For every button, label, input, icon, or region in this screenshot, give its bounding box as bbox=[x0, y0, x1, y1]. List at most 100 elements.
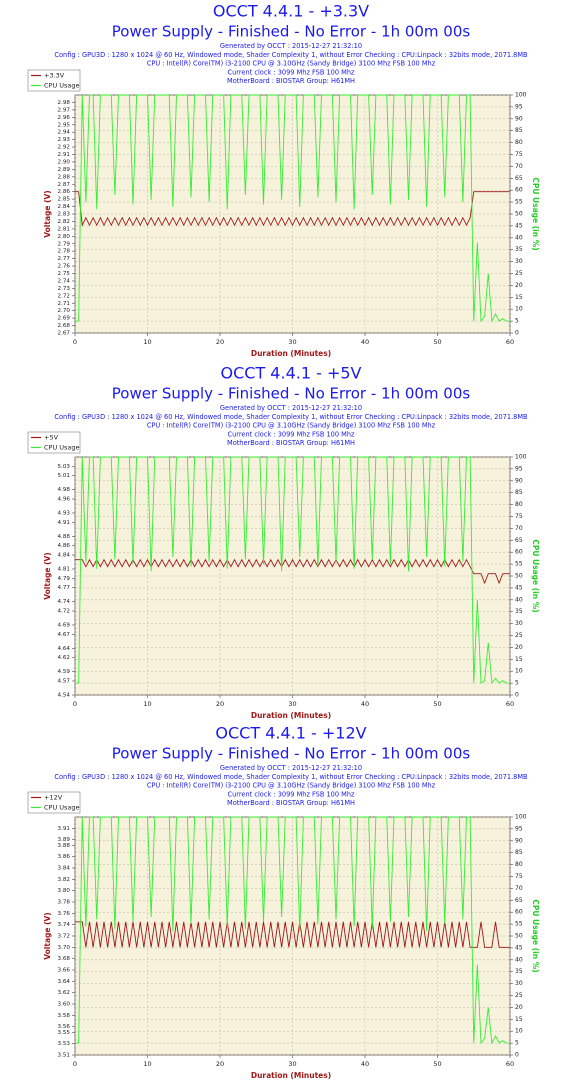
y2-tick-label: 80 bbox=[515, 139, 523, 146]
series-line bbox=[75, 94, 510, 323]
chart: OCCT 4.4.1 - +3.3V Power Supply - Finishe… bbox=[27, 2, 540, 358]
y-tick-label: 2.84 bbox=[58, 204, 71, 210]
y-tick-label: 4.88 bbox=[58, 534, 71, 540]
y-tick-label: 2.80 bbox=[58, 234, 71, 240]
y2-tick-label: 35 bbox=[515, 246, 523, 253]
y2-tick-label: 55 bbox=[515, 921, 523, 928]
y2-tick-label: 50 bbox=[515, 211, 523, 218]
y2-tick-label: 65 bbox=[515, 537, 523, 544]
y2-tick-label: 100 bbox=[515, 814, 527, 821]
y2-tick-label: 70 bbox=[515, 885, 523, 892]
y2-tick-label: 75 bbox=[515, 151, 523, 158]
x-tick-label: 10 bbox=[143, 1060, 151, 1068]
y-tick-label: 4.59 bbox=[58, 669, 71, 675]
y-axis-label: Voltage (V) bbox=[43, 190, 52, 238]
y-tick-label: 3.84 bbox=[58, 866, 71, 872]
y2-tick-label: 75 bbox=[515, 873, 523, 880]
y2-tick-label: 65 bbox=[515, 175, 523, 182]
y-tick-label: 2.76 bbox=[58, 264, 71, 270]
y-tick-label: 4.74 bbox=[58, 599, 71, 605]
y2-tick-label: 95 bbox=[515, 103, 523, 110]
x-tick-label: 0 bbox=[73, 1060, 77, 1068]
y2-tick-label: 15 bbox=[515, 656, 523, 663]
y-tick-label: 4.77 bbox=[58, 585, 71, 591]
y2-tick-label: 40 bbox=[515, 596, 523, 603]
y-tick-label: 3.56 bbox=[58, 1024, 71, 1030]
x-tick-label: 20 bbox=[216, 700, 224, 708]
y-tick-label: 3.51 bbox=[58, 1053, 71, 1059]
x-tick-label: 0 bbox=[73, 338, 77, 346]
y-tick-label: 2.73 bbox=[58, 286, 71, 292]
x-tick-label: 50 bbox=[433, 338, 441, 346]
y-tick-label: 3.78 bbox=[58, 900, 71, 906]
chart-subtitle: Power Supply - Finished - No Error - 1h … bbox=[112, 23, 471, 41]
y-tick-label: 2.78 bbox=[58, 249, 71, 255]
x-axis-label: Duration (Minutes) bbox=[251, 711, 331, 720]
chart-title: OCCT 4.4.1 - +12V bbox=[215, 724, 366, 743]
y-tick-label: 2.75 bbox=[58, 271, 71, 277]
y2-tick-label: 60 bbox=[515, 549, 523, 556]
y2-tick-label: 55 bbox=[515, 561, 523, 568]
y-tick-label: 3.88 bbox=[58, 843, 71, 849]
y-tick-label: 4.79 bbox=[58, 576, 71, 582]
y2-tick-label: 35 bbox=[515, 968, 523, 975]
y-tick-label: 2.95 bbox=[58, 122, 71, 128]
y-tick-label: 3.66 bbox=[58, 968, 71, 974]
y-tick-label: 4.67 bbox=[58, 632, 71, 638]
y2-tick-label: 15 bbox=[515, 294, 523, 301]
y2-tick-label: 70 bbox=[515, 525, 523, 532]
info-line: Config : GPU3D : 1280 x 1024 @ 60 Hz, Wi… bbox=[54, 773, 528, 781]
y-tick-label: 4.81 bbox=[58, 567, 71, 573]
info-line: Current clock : 3099 Mhz FSB 100 Mhz bbox=[227, 68, 355, 76]
chart-title: OCCT 4.4.1 - +5V bbox=[221, 364, 362, 383]
y-tick-label: 2.74 bbox=[58, 278, 71, 284]
y-tick-label: 2.90 bbox=[58, 159, 71, 165]
chart-subtitle: Power Supply - Finished - No Error - 1h … bbox=[112, 385, 471, 403]
y2-tick-label: 25 bbox=[515, 632, 523, 639]
x-axis-label: Duration (Minutes) bbox=[251, 349, 331, 358]
y-tick-label: 2.77 bbox=[58, 256, 71, 262]
y2-tick-label: 0 bbox=[515, 692, 519, 699]
chart: OCCT 4.4.1 - +12V Power Supply - Finished… bbox=[27, 724, 540, 1080]
y2-tick-label: 10 bbox=[515, 1028, 523, 1035]
y-tick-label: 2.89 bbox=[58, 167, 71, 173]
y-tick-label: 3.82 bbox=[58, 877, 70, 883]
y2-tick-label: 85 bbox=[515, 849, 523, 856]
x-tick-label: 40 bbox=[361, 1060, 369, 1068]
x-tick-label: 10 bbox=[143, 700, 151, 708]
y2-tick-label: 45 bbox=[515, 584, 523, 591]
y2-tick-label: 30 bbox=[515, 620, 523, 627]
y2-tick-label: 40 bbox=[515, 234, 523, 241]
y-tick-label: 2.68 bbox=[58, 323, 71, 329]
chart-title: OCCT 4.4.1 - +3.3V bbox=[213, 2, 369, 21]
y-tick-label: 3.68 bbox=[58, 956, 71, 962]
chart-subtitle: Power Supply - Finished - No Error - 1h … bbox=[112, 745, 471, 763]
y-tick-label: 2.69 bbox=[58, 316, 71, 322]
y2-tick-label: 35 bbox=[515, 608, 523, 615]
x-tick-label: 50 bbox=[433, 1060, 441, 1068]
y-tick-label: 3.91 bbox=[58, 826, 71, 832]
y-tick-label: 2.94 bbox=[58, 130, 71, 136]
y2-tick-label: 5 bbox=[515, 680, 519, 687]
y2-tick-label: 20 bbox=[515, 282, 523, 289]
y-axis-label: Voltage (V) bbox=[43, 552, 52, 600]
y2-tick-label: 50 bbox=[515, 933, 523, 940]
x-tick-label: 60 bbox=[506, 1060, 514, 1068]
y-tick-label: 3.70 bbox=[58, 945, 71, 951]
x-tick-label: 30 bbox=[288, 700, 296, 708]
y-tick-label: 2.79 bbox=[58, 241, 71, 247]
y2-tick-label: 0 bbox=[515, 1052, 519, 1059]
x-tick-label: 60 bbox=[506, 338, 514, 346]
info-line: Current clock : 3099 Mhz FSB 100 Mhz bbox=[227, 430, 355, 438]
x-axis-label: Duration (Minutes) bbox=[251, 1071, 331, 1080]
info-line: Config : GPU3D : 1280 x 1024 @ 60 Hz, Wi… bbox=[54, 51, 528, 59]
y-tick-label: 2.83 bbox=[58, 212, 71, 218]
y-tick-label: 4.72 bbox=[58, 609, 70, 615]
y2-tick-label: 90 bbox=[515, 477, 523, 484]
y-tick-label: 5.01 bbox=[58, 473, 71, 479]
y2-tick-label: 40 bbox=[515, 956, 523, 963]
legend-label: CPU Usage bbox=[44, 82, 80, 90]
y2-tick-label: 10 bbox=[515, 668, 523, 675]
y-tick-label: 2.91 bbox=[58, 152, 71, 158]
